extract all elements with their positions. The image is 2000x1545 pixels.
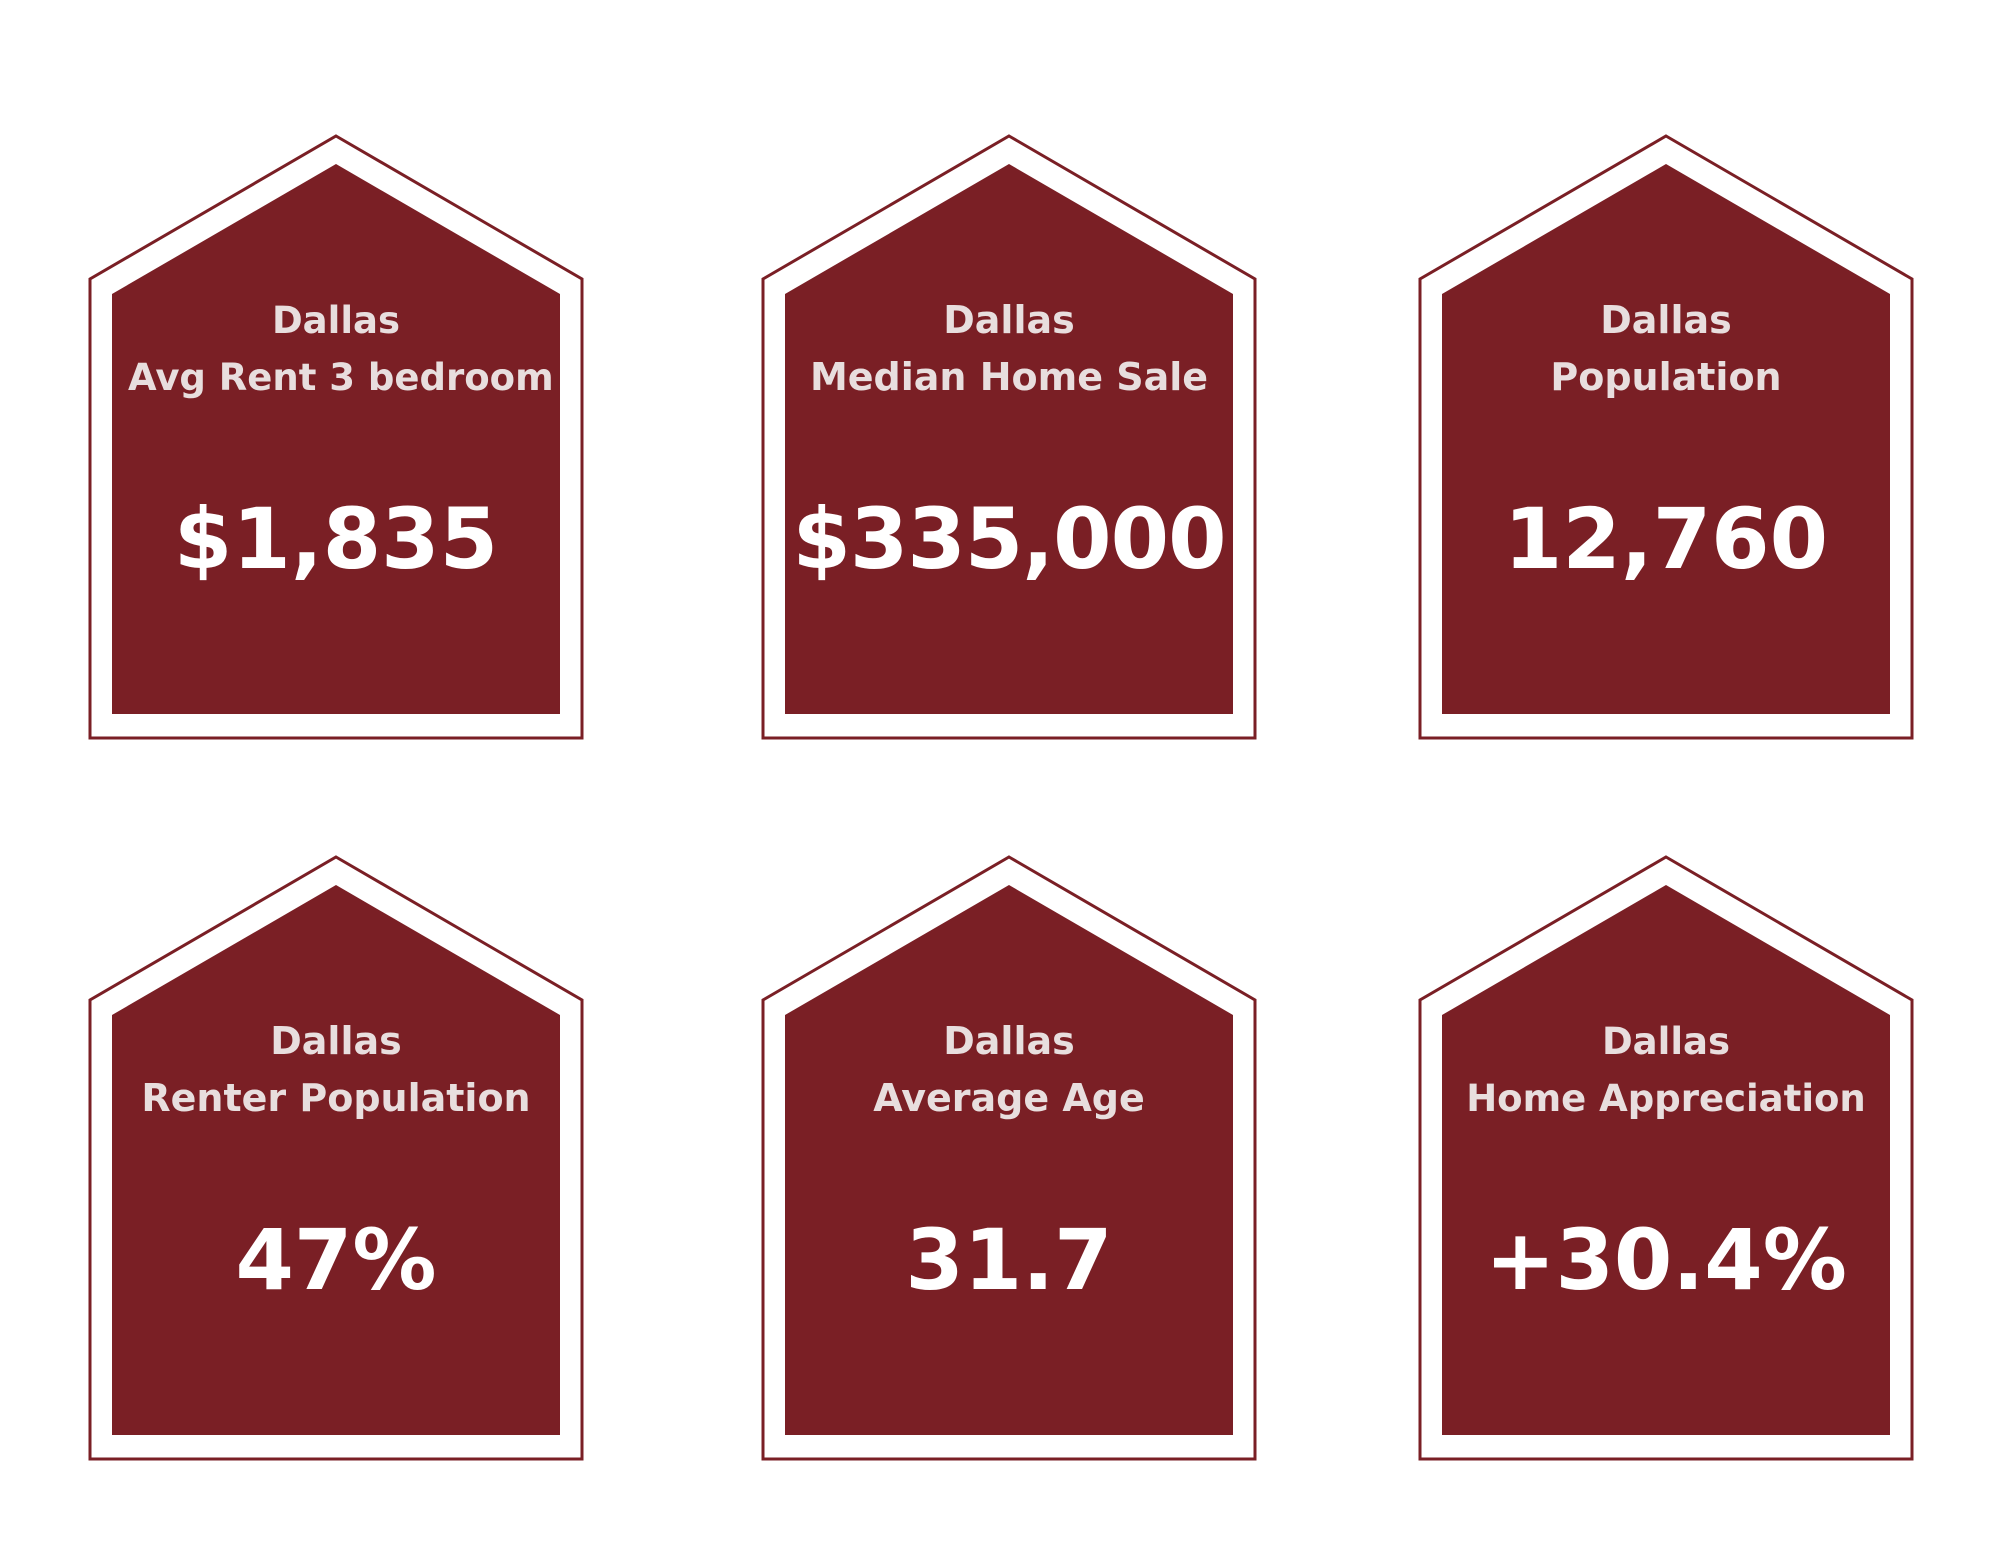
stat-metric: Average Age — [873, 1076, 1145, 1120]
stat-label: Dallas Avg Rent 3 bedroom — [128, 292, 554, 406]
stat-label: Dallas Renter Population — [128, 1013, 544, 1127]
stat-card-avg-rent: Dallas Avg Rent 3 bedroom $1,835 — [88, 134, 584, 740]
stat-label: Dallas Median Home Sale — [801, 292, 1217, 406]
stat-value: +30.4% — [1485, 1211, 1847, 1309]
stat-city: Dallas — [1600, 298, 1732, 342]
stat-value: 47% — [235, 1211, 437, 1309]
house-shape-icon — [1418, 855, 1914, 1461]
stat-city: Dallas — [270, 1019, 402, 1063]
stat-metric: Population — [1550, 355, 1782, 399]
stat-card-population: Dallas Population 12,760 — [1418, 134, 1914, 740]
stat-city: Dallas — [943, 298, 1075, 342]
stat-card-average-age: Dallas Average Age 31.7 — [761, 855, 1257, 1461]
stat-metric: Home Appreciation — [1466, 1077, 1866, 1120]
stat-value: $335,000 — [792, 490, 1226, 588]
house-shape-icon — [88, 134, 584, 740]
house-shape-icon — [761, 134, 1257, 740]
stat-card-median-home-sale: Dallas Median Home Sale $335,000 — [761, 134, 1257, 740]
stat-card-renter-population: Dallas Renter Population 47% — [88, 855, 584, 1461]
stat-city: Dallas — [943, 1019, 1075, 1063]
stat-label: Dallas Home Appreciation — [1458, 1013, 1874, 1127]
stat-city: Dallas — [1601, 1020, 1731, 1063]
house-shape-icon — [761, 855, 1257, 1461]
house-shape-icon — [1418, 134, 1914, 740]
stat-metric: Avg Rent 3 bedroom — [128, 356, 554, 399]
stat-value: 12,760 — [1503, 490, 1829, 588]
stat-label: Dallas Average Age — [801, 1013, 1217, 1127]
stat-city: Dallas — [271, 299, 401, 342]
stat-value: 31.7 — [905, 1211, 1113, 1309]
house-shape-icon — [88, 855, 584, 1461]
stat-metric: Median Home Sale — [809, 355, 1209, 399]
stat-metric: Renter Population — [141, 1076, 531, 1120]
stat-card-home-appreciation: Dallas Home Appreciation +30.4% — [1418, 855, 1914, 1461]
stat-value: $1,835 — [173, 490, 499, 588]
stat-label: Dallas Population — [1458, 292, 1874, 406]
